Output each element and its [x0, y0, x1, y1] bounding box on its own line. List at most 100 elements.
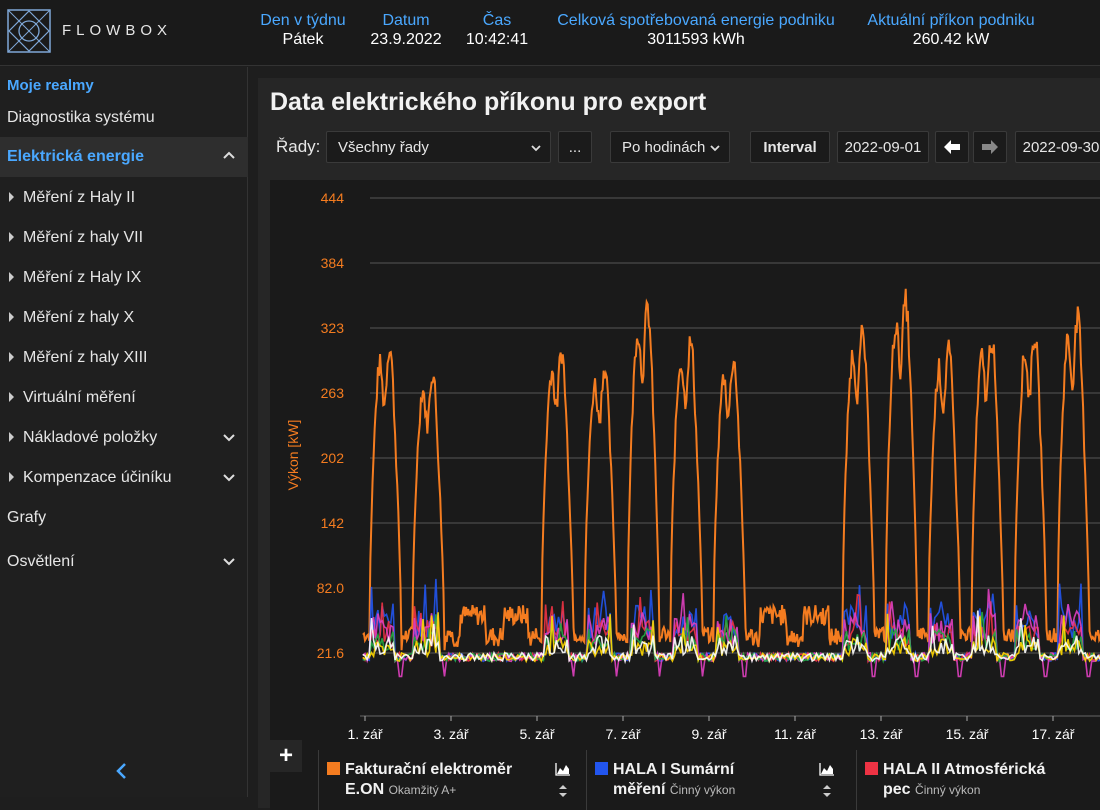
collapse-sidebar-icon[interactable]: [112, 760, 132, 782]
legend-swatch: [865, 762, 878, 775]
page-title: Data elektrického příkonu pro export: [270, 88, 707, 116]
legend-name: HALA II Atmosférická pec Činný výkon: [883, 760, 1045, 800]
chevron-down-icon: [531, 145, 541, 152]
sidebar-item-elektricka-energie[interactable]: Elektrická energie: [0, 137, 248, 177]
date-from-value: 2022-09-01: [844, 138, 922, 156]
legend-name-line2: měření: [613, 781, 666, 798]
sidebar-item-grafy[interactable]: Grafy: [0, 498, 248, 538]
chevron-down-icon[interactable]: [222, 430, 236, 444]
legend-subtitle: Činný výkon: [915, 783, 981, 797]
more-button[interactable]: ...: [558, 131, 592, 163]
add-series-button[interactable]: +: [270, 740, 302, 772]
stat-value: 3011593 kWh: [647, 31, 745, 48]
legend-name-line2: E.ON: [345, 781, 385, 798]
caret-right-icon: [9, 272, 14, 282]
caret-right-icon: [9, 432, 14, 442]
arrow-left-icon: [944, 140, 960, 154]
x-tick-label: 3. zář: [433, 726, 468, 742]
sidebar-item-nakladove-polozky[interactable]: Nákladové položky: [0, 418, 248, 458]
sidebar-title: Moje realmy: [7, 77, 94, 94]
sidebar-item-haly-vii[interactable]: Měření z haly VII: [0, 218, 248, 258]
plus-icon: +: [278, 742, 293, 769]
caret-right-icon: [9, 392, 14, 402]
sidebar-item-label: Virtuální měření: [23, 389, 136, 406]
legend-item-hala-ii[interactable]: HALA II Atmosférická pec Činný výkon: [856, 750, 1100, 810]
stat-label: Den v týdnu: [260, 12, 346, 29]
area-chart-icon[interactable]: [819, 762, 835, 776]
y-tick-label: 142: [321, 515, 345, 531]
legend-swatch: [595, 762, 608, 775]
sidebar-item-diagnostika[interactable]: Diagnostika systému: [0, 98, 248, 138]
y-tick-label: 202: [321, 450, 345, 466]
stat-label: Čas: [482, 12, 512, 29]
granularity-select-value: Po hodinách: [622, 138, 706, 156]
arrow-right-icon: [982, 140, 998, 154]
y-tick-label: 323: [321, 320, 345, 336]
main-panel: Data elektrického příkonu pro export Řad…: [258, 78, 1100, 810]
y-axis-label: Výkon [kW]: [285, 420, 301, 491]
chevron-up-icon[interactable]: [222, 149, 236, 163]
stat-current-power: Aktuální příkon podniku 260.42 kW: [860, 12, 1042, 49]
caret-right-icon: [9, 352, 14, 362]
sidebar-item-label: Kompenzace účiníku: [23, 469, 172, 486]
x-tick-label: 9. zář: [691, 726, 726, 742]
chevron-down-icon[interactable]: [222, 554, 236, 568]
y-tick-label: 263: [321, 385, 345, 401]
sidebar-item-kompenzace-uciniku[interactable]: Kompenzace účiníku: [0, 458, 248, 498]
sidebar-item-label: Měření z haly XIII: [23, 349, 148, 366]
sidebar-item-haly-ii[interactable]: Měření z Haly II: [0, 178, 248, 218]
series-select-value: Všechny řady: [338, 138, 429, 156]
sidebar-item-label: Měření z haly VII: [23, 229, 144, 246]
stat-date: Datum 23.9.2022: [364, 12, 448, 49]
sidebar-item-label: Měření z Haly IX: [23, 269, 142, 286]
sort-icon[interactable]: [558, 784, 568, 798]
chevron-down-icon[interactable]: [222, 470, 236, 484]
next-period-button[interactable]: [973, 131, 1007, 163]
sidebar-item-osvetleni[interactable]: Osvětlení: [0, 542, 248, 582]
caret-right-icon: [9, 232, 14, 242]
y-tick-label: 384: [321, 255, 345, 271]
series-line-6: [362, 610, 1100, 665]
sidebar-item-haly-x[interactable]: Měření z haly X: [0, 298, 248, 338]
y-tick-label: 444: [321, 190, 345, 206]
date-from-input[interactable]: 2022-09-01: [837, 131, 929, 163]
x-tick-label: 5. zář: [519, 726, 554, 742]
legend-name: Fakturační elektroměr E.ON Okamžitý A+: [345, 760, 512, 800]
sidebar: Moje realmy Diagnostika systému Elektric…: [0, 67, 248, 797]
interval-button[interactable]: Interval: [750, 131, 830, 163]
sidebar-item-label: Grafy: [7, 509, 47, 526]
sort-icon[interactable]: [822, 784, 832, 798]
date-to-value: 2022-09-30: [1022, 138, 1100, 156]
top-header: FLOWBOX Den v týdnu Pátek Datum 23.9.202…: [0, 0, 1100, 66]
sidebar-item-label: Elektrická energie: [7, 148, 144, 165]
area-chart-icon[interactable]: [555, 762, 571, 776]
sidebar-item-label: Měření z Haly II: [23, 189, 136, 206]
caret-right-icon: [9, 192, 14, 202]
legend-swatch: [327, 762, 340, 775]
x-tick-label: 1. zář: [347, 726, 382, 742]
legend-subtitle: Okamžitý A+: [388, 783, 457, 797]
stat-label: Aktuální příkon podniku: [867, 12, 1035, 29]
sidebar-item-haly-ix[interactable]: Měření z Haly IX: [0, 258, 248, 298]
legend-item-fakturacni[interactable]: Fakturační elektroměr E.ON Okamžitý A+: [318, 750, 586, 810]
legend-name-line1: HALA I Sumární: [613, 761, 735, 778]
caret-right-icon: [9, 312, 14, 322]
series-select[interactable]: Všechny řady: [326, 131, 551, 163]
date-to-input[interactable]: 2022-09-30: [1015, 131, 1100, 163]
chart-legend: + Fakturační elektroměr E.ON Okamžitý A+…: [270, 740, 1100, 810]
stat-value: 260.42 kW: [912, 31, 990, 48]
legend-name: HALA I Sumární měření Činný výkon: [613, 760, 735, 800]
stat-label: Celková spotřebovaná energie podniku: [557, 12, 835, 29]
granularity-select[interactable]: Po hodinách: [610, 131, 730, 163]
stat-total-energy: Celková spotřebovaná energie podniku 301…: [548, 12, 844, 49]
stat-time: Čas 10:42:41: [462, 12, 532, 49]
flowbox-logo-icon[interactable]: [6, 8, 52, 54]
sidebar-item-virtualni-mereni[interactable]: Virtuální měření: [0, 378, 248, 418]
prev-period-button[interactable]: [935, 131, 969, 163]
stat-label: Datum: [382, 12, 430, 29]
sidebar-item-haly-xiii[interactable]: Měření z haly XIII: [0, 338, 248, 378]
legend-item-hala-i[interactable]: HALA I Sumární měření Činný výkon: [586, 750, 854, 810]
stat-value: 10:42:41: [465, 31, 529, 48]
power-chart[interactable]: 444 384 323 263 202 142 82.0 21.6 Výkon [kW] 1. z…: [270, 180, 1100, 746]
chevron-down-icon: [710, 145, 720, 152]
